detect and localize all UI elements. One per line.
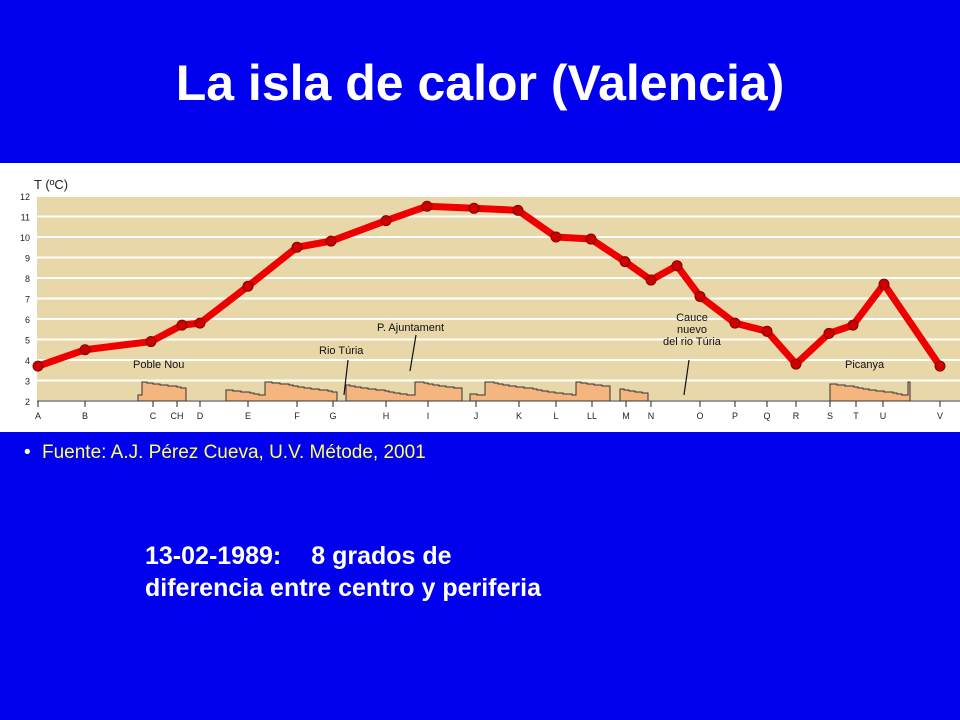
city-buildings bbox=[469, 381, 611, 402]
data-point bbox=[468, 202, 480, 214]
x-tick-label: N bbox=[648, 411, 655, 421]
x-tick-label: Q bbox=[763, 411, 770, 421]
x-tick-label: E bbox=[245, 411, 251, 421]
y-tick-label: 10 bbox=[20, 233, 30, 243]
y-tick-label: 4 bbox=[25, 356, 30, 366]
data-point bbox=[32, 360, 44, 372]
y-tick-label: 2 bbox=[25, 397, 30, 407]
x-tick-label: D bbox=[197, 411, 204, 421]
slide-title: La isla de calor (Valencia) bbox=[175, 55, 785, 111]
data-point bbox=[790, 358, 802, 370]
note-date: 13-02-1989: bbox=[145, 542, 282, 570]
y-tick-label: 11 bbox=[21, 213, 30, 223]
temperature-chart: Poble Nou Rio Túria P. Ajuntament Cauce nuev… bbox=[20, 177, 960, 421]
x-tick-label: G bbox=[329, 411, 336, 421]
data-point bbox=[380, 215, 392, 227]
city-buildings bbox=[225, 381, 338, 402]
chart-annotation: Poble Nou bbox=[133, 359, 184, 371]
note-line-2: diferencia entre centro y periferia bbox=[145, 574, 541, 602]
city-buildings bbox=[137, 381, 187, 402]
chart-annotation: Picanya bbox=[845, 359, 885, 371]
y-axis-label: T (ºC) bbox=[34, 177, 68, 192]
data-point bbox=[145, 336, 157, 348]
data-point bbox=[421, 200, 433, 212]
x-tick-label: T bbox=[853, 411, 859, 421]
x-tick-label: A bbox=[35, 411, 41, 421]
y-tick-label: 8 bbox=[25, 274, 30, 284]
chart-panel: Poble Nou Rio Túria P. Ajuntament Cauce nuev… bbox=[0, 163, 960, 432]
source-line: • Fuente: A.J. Pérez Cueva, U.V. Métode, … bbox=[24, 442, 426, 464]
x-tick-label: R bbox=[793, 411, 800, 421]
x-tick-label: LL bbox=[587, 411, 597, 421]
x-tick-label: I bbox=[427, 411, 430, 421]
data-point bbox=[671, 260, 683, 272]
note-line1-text: 8 grados de bbox=[311, 542, 452, 570]
data-point bbox=[512, 204, 524, 216]
x-tick-label: J bbox=[474, 411, 479, 421]
chart-annotation: Cauce nuevo del rio Túria bbox=[663, 312, 722, 348]
x-tick-label: P bbox=[732, 411, 738, 421]
x-tick-label: U bbox=[880, 411, 887, 421]
x-tick-label: O bbox=[696, 411, 703, 421]
data-point bbox=[878, 278, 890, 290]
annotation-pointer bbox=[683, 359, 690, 396]
city-buildings bbox=[829, 381, 911, 402]
data-point bbox=[291, 241, 303, 253]
x-tick-label: V bbox=[937, 411, 943, 421]
y-tick-label: 6 bbox=[25, 315, 30, 325]
x-tick-label: B bbox=[82, 411, 88, 421]
x-tick-label: K bbox=[516, 411, 522, 421]
x-tick-label: M bbox=[622, 411, 630, 421]
annotation-pointer bbox=[409, 334, 417, 372]
x-tick-label: L bbox=[553, 411, 558, 421]
data-point bbox=[694, 290, 706, 302]
x-tick-label: CH bbox=[171, 411, 184, 421]
x-tick-label: C bbox=[150, 411, 157, 421]
annotation-pointer bbox=[343, 359, 349, 396]
data-point bbox=[585, 233, 597, 245]
x-tick-label: S bbox=[827, 411, 833, 421]
data-point bbox=[550, 231, 562, 243]
y-tick-label: 9 bbox=[25, 254, 30, 264]
chart-annotation: Rio Túria bbox=[319, 345, 364, 357]
source-text: Fuente: A.J. Pérez Cueva, U.V. Métode, 2… bbox=[42, 442, 426, 463]
data-point bbox=[645, 274, 657, 286]
data-point bbox=[619, 256, 631, 268]
chart-annotation: P. Ajuntament bbox=[377, 322, 444, 334]
data-point bbox=[761, 325, 773, 337]
note-line-1: 13-02-1989: 8 grados de bbox=[145, 540, 541, 572]
y-tick-label: 3 bbox=[25, 377, 30, 387]
city-buildings bbox=[619, 388, 649, 402]
bullet-icon: • bbox=[24, 442, 31, 463]
data-point bbox=[847, 319, 859, 331]
city-buildings bbox=[345, 381, 463, 402]
data-point bbox=[729, 317, 741, 329]
y-tick-label: 5 bbox=[25, 336, 30, 346]
x-tick-label: H bbox=[383, 411, 390, 421]
data-point bbox=[934, 360, 946, 372]
y-tick-label: 7 bbox=[25, 295, 30, 305]
y-tick-label: 12 bbox=[20, 192, 30, 202]
x-tick-label: F bbox=[294, 411, 300, 421]
data-point bbox=[79, 344, 91, 356]
note-text: 13-02-1989: 8 grados de diferencia entre … bbox=[145, 540, 541, 604]
data-point bbox=[194, 317, 206, 329]
data-point bbox=[325, 235, 337, 247]
data-point bbox=[823, 327, 835, 339]
data-point bbox=[176, 319, 188, 331]
data-point bbox=[242, 280, 254, 292]
